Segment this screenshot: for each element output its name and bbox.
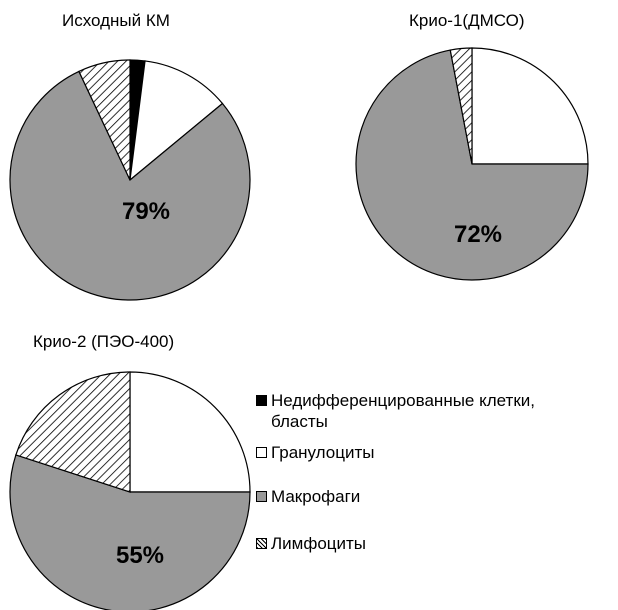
pie-3-slice-lymphocytes: [15, 371, 131, 493]
pie-2-slice-macrophages: [355, 49, 589, 281]
legend-label-macrophages: Макрофаги: [271, 487, 361, 506]
legend-swatch-lymphocytes: [256, 538, 267, 549]
pie-3-percent-label: 55%: [116, 542, 164, 569]
pie-1-slice-macrophages: [9, 70, 251, 301]
legend-item-lymphocytes: Лимфоциты: [256, 533, 366, 554]
pie-3-title: Крио-2 (ПЭО-400): [33, 332, 175, 351]
pie-2-slice-granulocytes: [471, 47, 589, 165]
pie-1-percent-label: 79%: [122, 198, 170, 225]
legend-item-blasts: Недифференцированные клетки, бласты: [256, 390, 591, 432]
pie-2-slice-lymphocytes: [449, 47, 473, 165]
pie-1-slice-granulocytes: [129, 60, 224, 182]
pie-1-title: Исходный КМ: [62, 11, 170, 30]
pie-2-title: Крио-1(ДМСО): [409, 11, 525, 30]
pie-2-percent-label: 72%: [454, 221, 502, 248]
legend-label-blasts: Недифференцированные клетки, бласты: [271, 391, 535, 431]
legend-label-lymphocytes: Лимфоциты: [271, 534, 367, 553]
legend-item-macrophages: Макрофаги: [256, 486, 360, 507]
pie-3-slice-granulocytes: [129, 371, 251, 493]
legend-item-granulocytes: Гранулоциты: [256, 442, 374, 463]
pie-3-slice-macrophages: [9, 454, 251, 610]
legend-swatch-macrophages: [256, 491, 267, 502]
legend-label-granulocytes: Гранулоциты: [271, 443, 375, 462]
legend-swatch-blasts: [256, 395, 267, 406]
legend-swatch-granulocytes: [256, 447, 267, 458]
pie-1-slice-lymphocytes: [78, 59, 131, 181]
